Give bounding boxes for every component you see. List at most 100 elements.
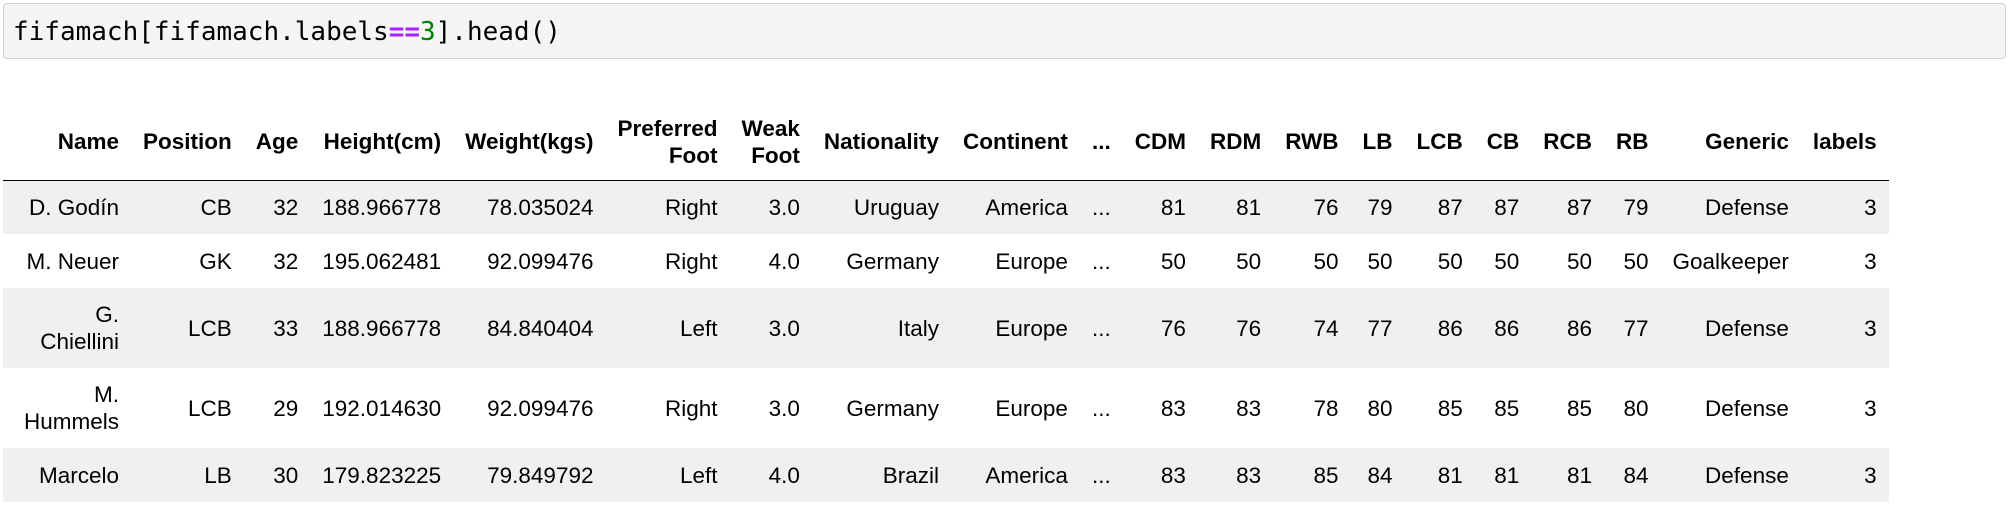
table-cell: Defense — [1705, 315, 1789, 341]
column-header: RB — [1616, 129, 1649, 155]
table-cell: 81 — [1567, 462, 1593, 488]
table-cell: 85 — [1313, 462, 1339, 488]
table-cell: 50 — [1437, 248, 1463, 274]
table-cell: ... — [1091, 248, 1111, 274]
table-cell: 192.014630 — [322, 395, 442, 421]
table-cell: 78.035024 — [487, 194, 594, 220]
table-cell: 4.0 — [768, 248, 800, 274]
table-row: M. Hummels LCB 29 192.014630 92.099476 R… — [3, 368, 1889, 448]
table-cell: ... — [1091, 315, 1111, 341]
table-cell: 33 — [273, 315, 299, 341]
table-cell: 3.0 — [768, 194, 800, 220]
table-cell: Defense — [1705, 194, 1789, 220]
column-header: Preferred Foot — [617, 115, 718, 168]
table-cell: 32 — [273, 194, 299, 220]
table-cell: LCB — [187, 395, 232, 421]
table-cell: 83 — [1160, 462, 1186, 488]
table-row: M. Neuer GK 32 195.062481 92.099476 Righ… — [3, 234, 1889, 288]
table-cell: 32 — [273, 248, 299, 274]
code-input-cell[interactable]: fifamach[fifamach.labels==3].head() — [3, 3, 2006, 59]
table-cell: Italy — [897, 315, 939, 341]
table-cell: 79 — [1367, 194, 1393, 220]
table-cell: 50 — [1567, 248, 1593, 274]
table-cell: G. Chiellini — [40, 302, 119, 354]
table-header-row: Name Position Age Height(cm) Weight(kgs)… — [3, 104, 1889, 180]
table-cell: 78 — [1313, 395, 1339, 421]
table-cell: 85 — [1567, 395, 1593, 421]
column-header: Nationality — [823, 129, 939, 155]
column-header: LB — [1362, 129, 1393, 155]
table-cell: 76 — [1313, 194, 1339, 220]
table-cell: 50 — [1236, 248, 1262, 274]
table-cell: America — [985, 194, 1068, 220]
column-header: CDM — [1134, 129, 1186, 155]
table-cell: 84 — [1623, 462, 1649, 488]
table-cell: 76 — [1236, 315, 1262, 341]
table-cell: 3 — [1864, 462, 1877, 488]
code-text: fifamach[fifamach.labels — [13, 17, 389, 47]
table-cell: ... — [1091, 194, 1111, 220]
table-cell: 76 — [1160, 315, 1186, 341]
column-header: RCB — [1543, 129, 1593, 155]
table-cell: 83 — [1236, 462, 1262, 488]
code-text-end: ].head() — [435, 17, 561, 47]
table-cell: 81 — [1236, 194, 1262, 220]
table-cell: 77 — [1623, 315, 1649, 341]
table-cell: M. Hummels — [23, 382, 119, 434]
table-cell: 86 — [1437, 315, 1463, 341]
table-cell: 83 — [1160, 395, 1186, 421]
column-header: Name — [57, 129, 119, 155]
table-cell: Defense — [1705, 395, 1789, 421]
column-header: RDM — [1209, 129, 1262, 155]
table-cell: 3.0 — [768, 395, 800, 421]
table-cell: 77 — [1367, 315, 1393, 341]
table-cell: 179.823225 — [322, 462, 442, 488]
table-cell: 50 — [1313, 248, 1339, 274]
table-cell: 92.099476 — [487, 248, 594, 274]
table-cell: 87 — [1494, 194, 1520, 220]
table-cell: Brazil — [882, 462, 939, 488]
table-cell: 29 — [273, 395, 299, 421]
dataframe-output-table: Name Position Age Height(cm) Weight(kgs)… — [3, 104, 1889, 502]
table-cell: Right — [665, 395, 718, 421]
table-cell: 87 — [1437, 194, 1463, 220]
code-number: 3 — [420, 17, 436, 47]
table-cell: 3.0 — [768, 315, 800, 341]
table-cell: 4.0 — [768, 462, 800, 488]
table-cell: 74 — [1313, 315, 1339, 341]
table-cell: Europe — [995, 315, 1068, 341]
table-cell: America — [985, 462, 1068, 488]
table-cell: ... — [1091, 462, 1111, 488]
table-cell: 188.966778 — [322, 194, 442, 220]
table-cell: 81 — [1437, 462, 1463, 488]
table-cell: 86 — [1494, 315, 1520, 341]
table-cell: 50 — [1494, 248, 1520, 274]
table-cell: Right — [665, 194, 718, 220]
table-cell: 83 — [1236, 395, 1262, 421]
table-cell: Uruguay — [853, 194, 939, 220]
column-header: ... — [1091, 129, 1111, 155]
column-header: LCB — [1416, 129, 1463, 155]
table-cell: 80 — [1367, 395, 1393, 421]
table-cell: 50 — [1160, 248, 1186, 274]
table-cell: Defense — [1705, 462, 1789, 488]
table-cell: GK — [199, 248, 232, 274]
table-row: G. Chiellini LCB 33 188.966778 84.840404… — [3, 288, 1889, 368]
column-header: CB — [1486, 129, 1520, 155]
column-header: RWB — [1285, 129, 1339, 155]
table-cell: D. Godín — [28, 194, 119, 220]
table-cell: Germany — [846, 395, 939, 421]
table-cell: 81 — [1494, 462, 1520, 488]
table-cell: LB — [204, 462, 232, 488]
table-cell: 85 — [1437, 395, 1463, 421]
table-cell: 80 — [1623, 395, 1649, 421]
column-header: Continent — [962, 129, 1068, 155]
table-cell: LCB — [187, 315, 232, 341]
table-cell: Germany — [846, 248, 939, 274]
table-cell: 92.099476 — [487, 395, 594, 421]
column-header: labels — [1812, 129, 1877, 155]
table-cell: 85 — [1494, 395, 1520, 421]
table-cell: 86 — [1567, 315, 1593, 341]
column-header: Age — [255, 129, 299, 155]
table-cell: Europe — [995, 248, 1068, 274]
